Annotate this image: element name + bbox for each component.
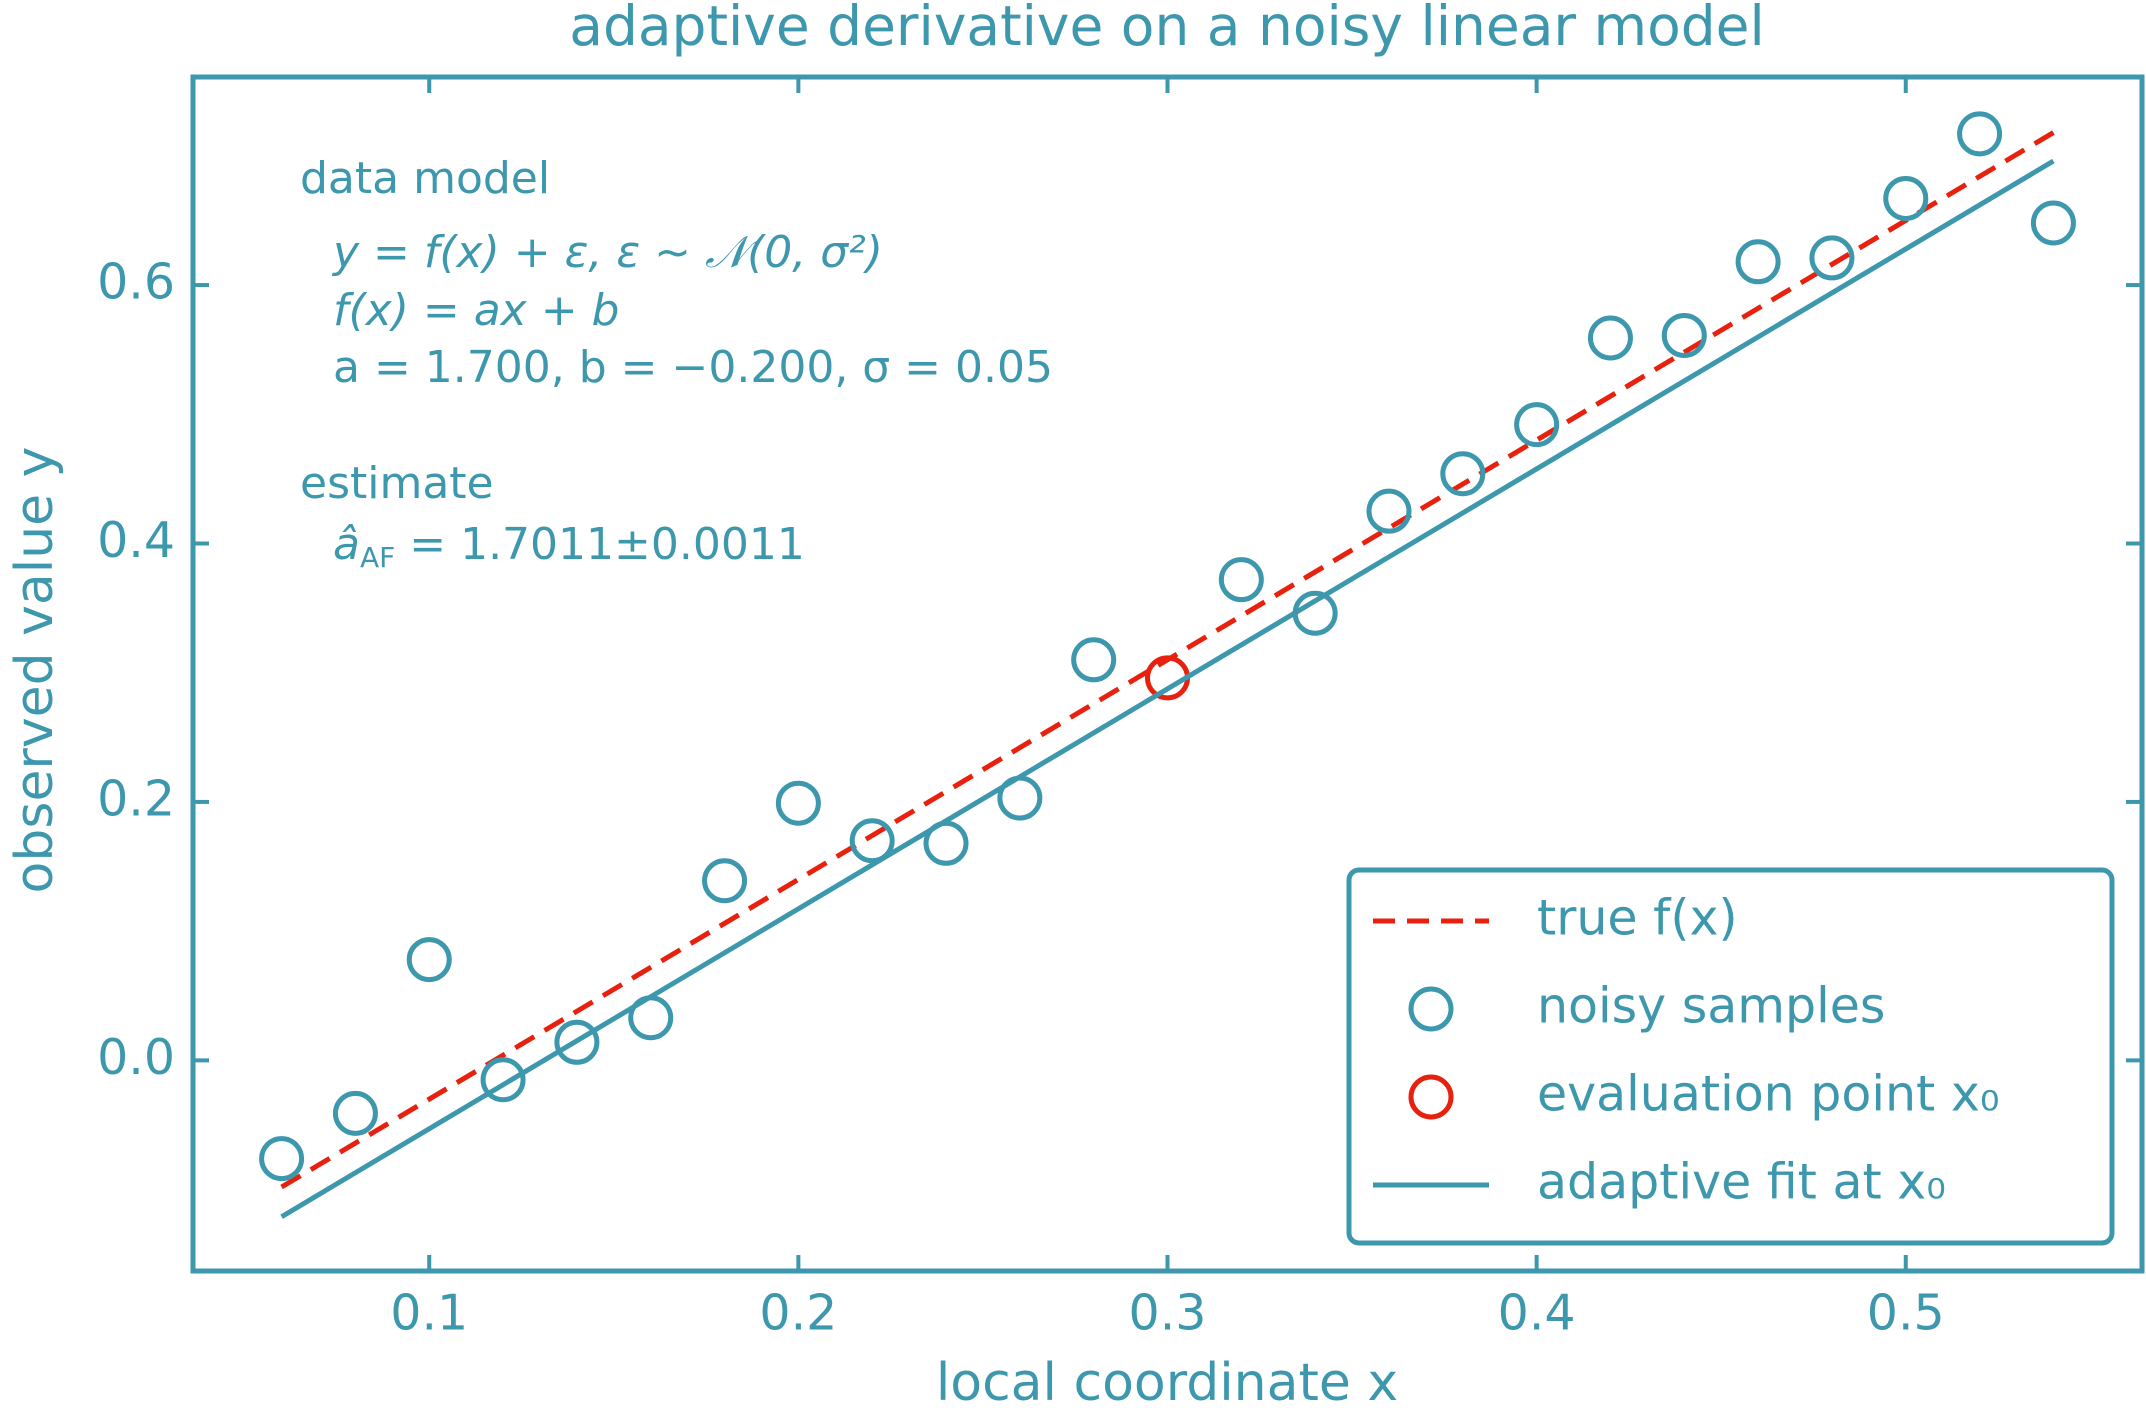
x-axis-label: local coordinate x — [936, 1353, 1398, 1413]
estimate-subscript: AF — [360, 541, 395, 574]
data-point — [1883, 175, 1929, 221]
x-tick-label: 0.3 — [1129, 1285, 1207, 1342]
data-point — [1587, 315, 1633, 361]
data-point — [480, 1057, 526, 1103]
legend-label: adaptive fit at x₀ — [1537, 1154, 1946, 1211]
legend-label: evaluation point x₀ — [1537, 1066, 2000, 1123]
data-point — [849, 818, 895, 864]
legend-marker — [1408, 986, 1454, 1032]
data-point — [1218, 557, 1264, 603]
data-point — [554, 1019, 600, 1065]
annotation-line: a = 1.700, b = −0.200, σ = 0.05 — [333, 342, 1053, 393]
y-tick-label: 0.6 — [97, 254, 175, 311]
legend-label: noisy samples — [1537, 978, 1885, 1035]
data-point — [702, 858, 748, 904]
annotation-line: y = f(x) + ε, ε ~ 𝒩(0, σ²) — [331, 227, 883, 278]
data-point — [1661, 312, 1707, 358]
annotation-heading: data model — [300, 153, 550, 204]
data-point — [406, 937, 452, 983]
data-point — [775, 780, 821, 826]
data-point — [332, 1090, 378, 1136]
x-tick-label: 0.5 — [1867, 1285, 1945, 1342]
line-series — [280, 158, 2055, 1219]
annotation-line: f(x) = ax + b — [333, 285, 619, 336]
y-axis-label: observed value y — [5, 447, 65, 894]
annotation-line: âAF = 1.7011±0.0011 — [333, 519, 805, 574]
data-point — [1071, 637, 1117, 683]
annotation-heading: estimate — [300, 458, 494, 509]
legend-label: true f(x) — [1537, 890, 1738, 947]
y-tick-label: 0.2 — [97, 770, 175, 827]
estimate-value: = 1.7011±0.0011 — [395, 519, 805, 570]
data-point — [1957, 111, 2003, 157]
x-tick-label: 0.2 — [759, 1285, 837, 1342]
estimate-symbol: â — [333, 519, 360, 570]
chart-title: adaptive derivative on a noisy linear mo… — [569, 0, 1765, 58]
data-point — [2030, 200, 2076, 246]
legend-marker — [1408, 1074, 1454, 1120]
x-tick-label: 0.1 — [390, 1285, 468, 1342]
legend: true f(x) noisy samples evaluation point x… — [1346, 867, 2115, 1246]
y-tick-label: 0.4 — [97, 512, 175, 569]
x-tick-label: 0.4 — [1498, 1285, 1576, 1342]
data-point — [259, 1136, 305, 1182]
y-tick-label: 0.0 — [97, 1029, 175, 1086]
data-point — [1514, 402, 1560, 448]
data-point — [1366, 488, 1412, 534]
data-point — [1735, 239, 1781, 285]
legend-box — [1346, 867, 2115, 1246]
data-point — [1440, 451, 1486, 497]
data-point — [1809, 235, 1855, 281]
